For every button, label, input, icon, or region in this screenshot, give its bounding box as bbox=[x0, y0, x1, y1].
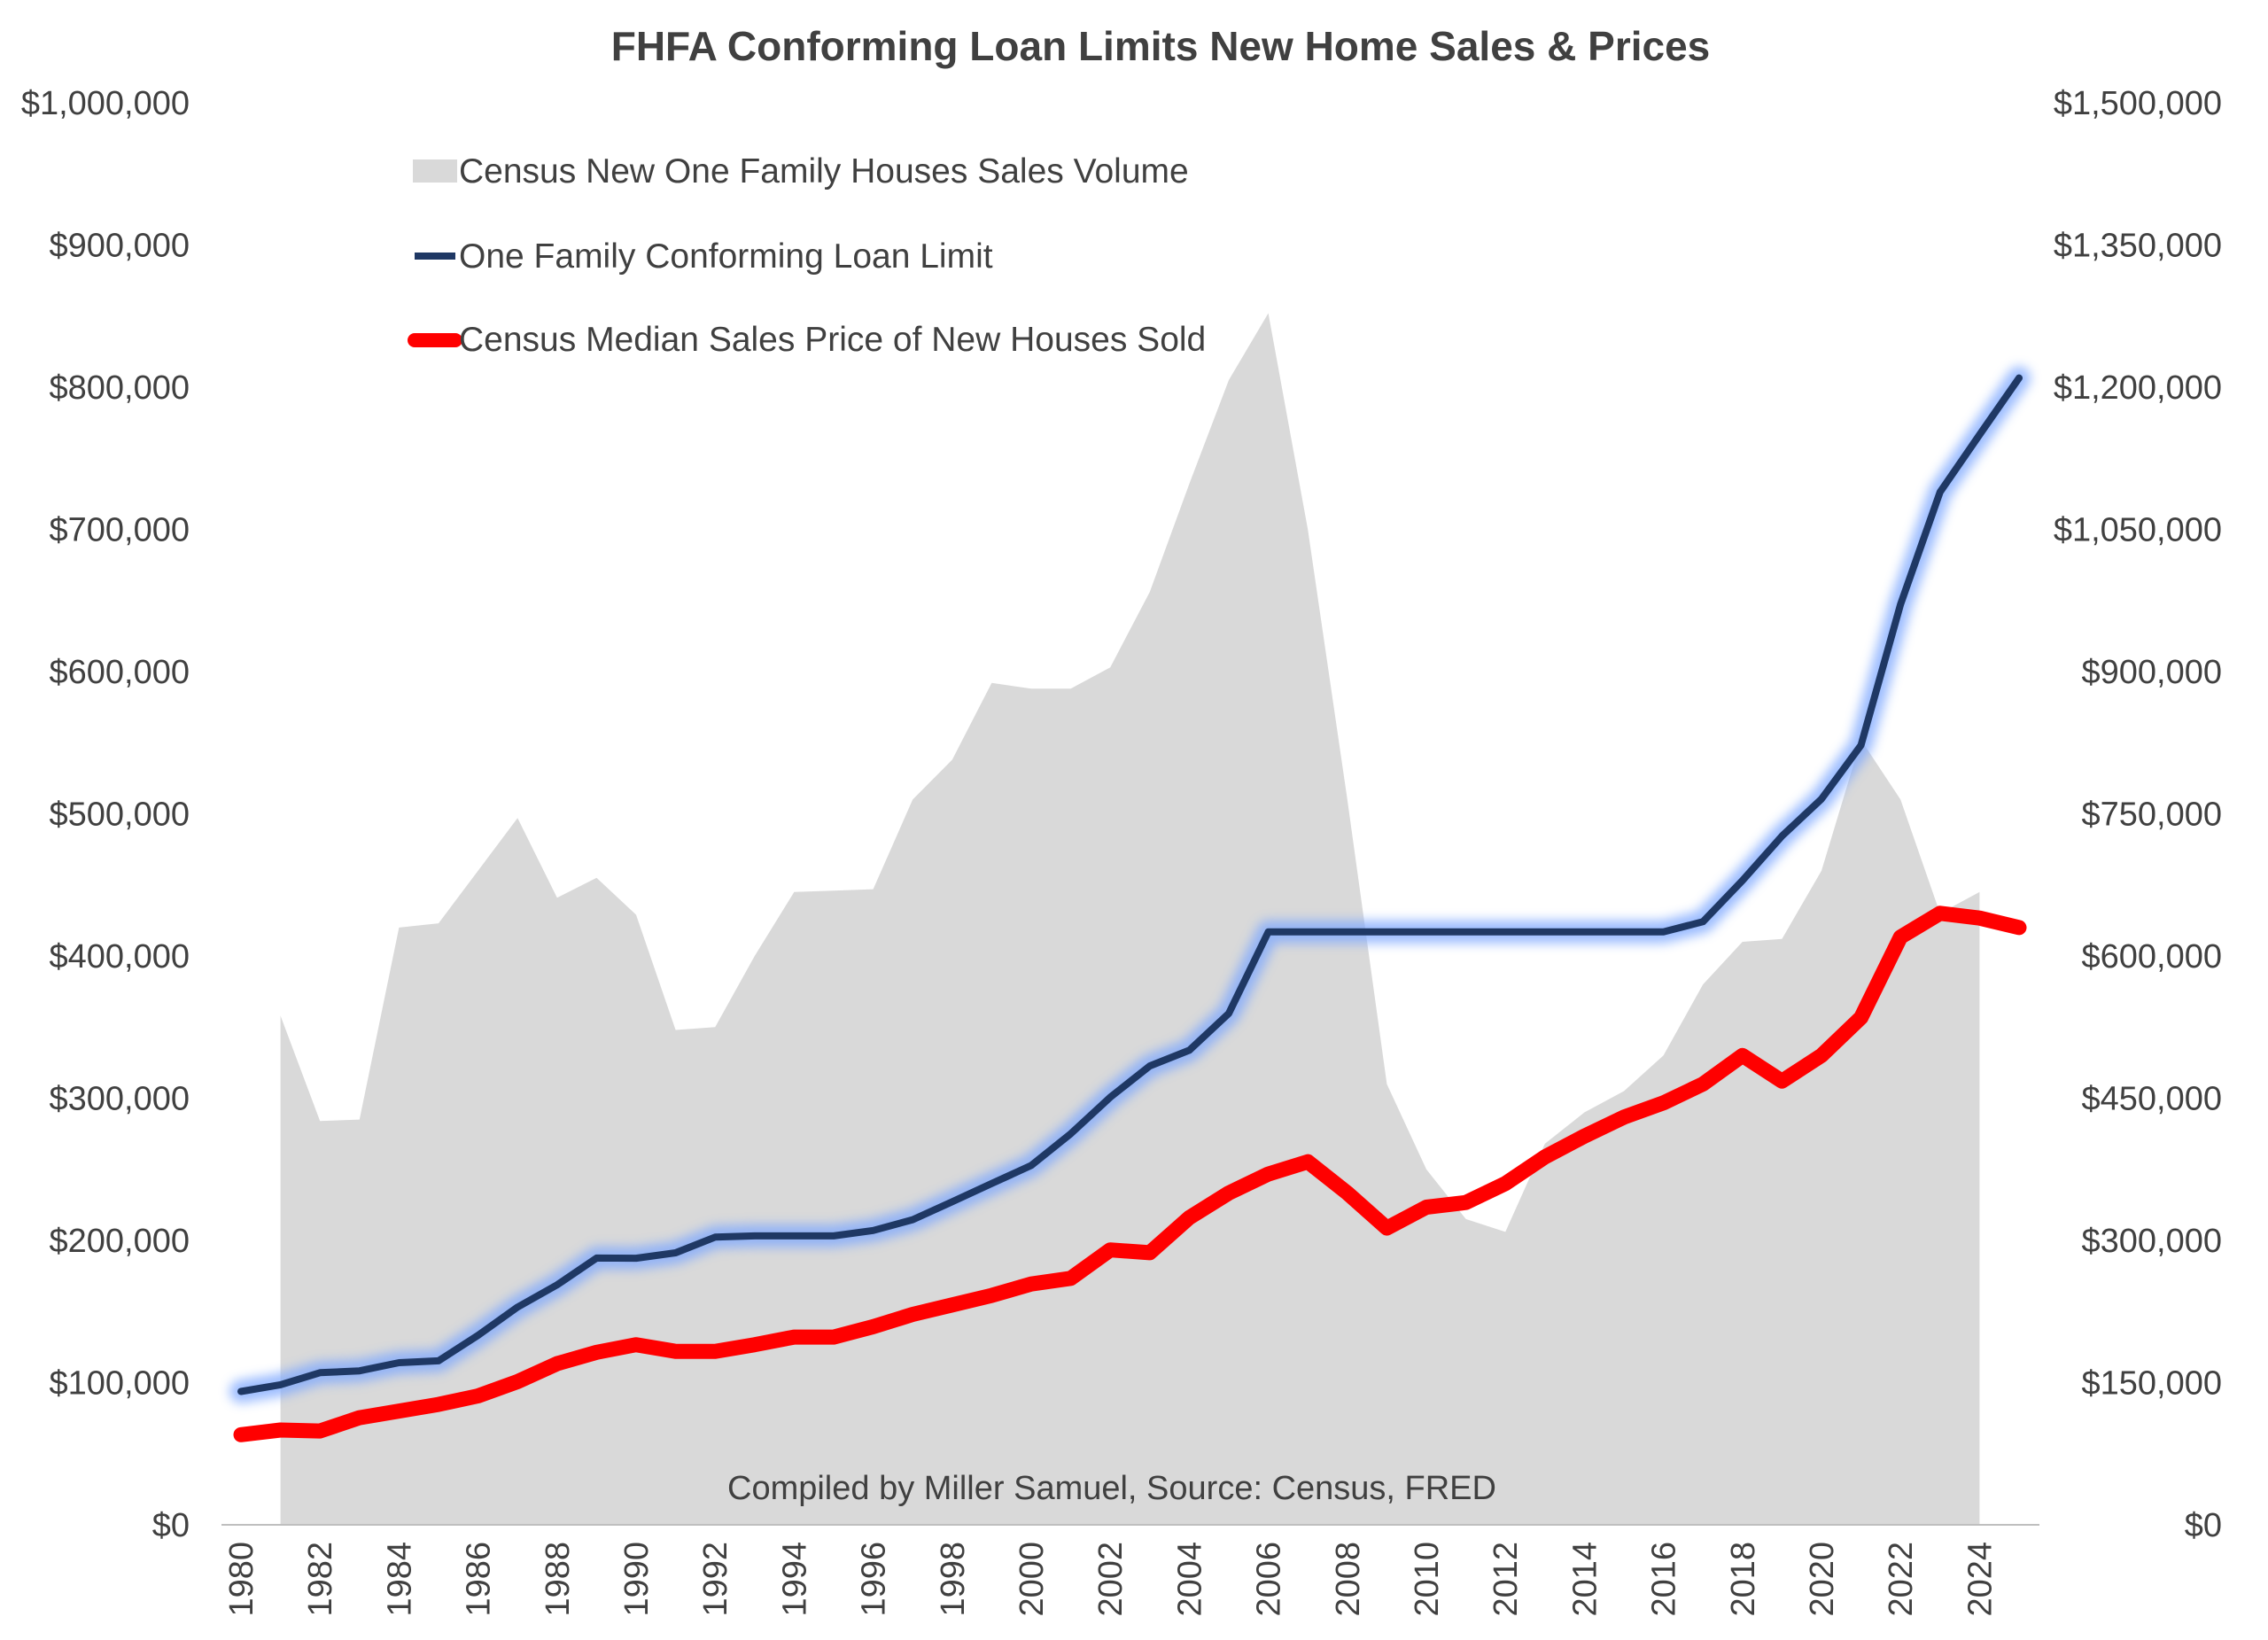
x-tick-label: 1992 bbox=[697, 1542, 734, 1617]
x-tick-label: 2004 bbox=[1171, 1542, 1208, 1617]
loan-limit-line bbox=[237, 374, 2023, 1395]
right-tick-label: $1,050,000 bbox=[2054, 512, 2222, 549]
x-tick-label: 1994 bbox=[776, 1542, 813, 1617]
legend-label-loan-limit: One Family Conforming Loan Limit bbox=[459, 237, 993, 276]
left-tick-label: $600,000 bbox=[50, 654, 190, 691]
left-tick-label: $500,000 bbox=[50, 797, 190, 834]
right-tick-label: $900,000 bbox=[2082, 654, 2223, 691]
x-tick-label: 1980 bbox=[223, 1542, 260, 1617]
right-tick-label: $450,000 bbox=[2082, 1081, 2223, 1118]
x-tick-label: 1982 bbox=[302, 1542, 339, 1617]
right-tick-label: $1,350,000 bbox=[2054, 228, 2222, 265]
right-tick-label: $600,000 bbox=[2082, 938, 2223, 975]
x-tick-label: 2016 bbox=[1646, 1542, 1683, 1617]
x-tick-label: 1996 bbox=[856, 1542, 893, 1617]
left-axis-ticks: $0 $100,000 $200,000 $300,000 $400,000 $500,0… bbox=[21, 85, 190, 1544]
x-tick-label: 2008 bbox=[1330, 1542, 1367, 1617]
right-tick-label: $150,000 bbox=[2082, 1365, 2223, 1403]
legend-label-median-price: Census Median Sales Price of New Houses … bbox=[459, 321, 1206, 359]
x-axis-ticks: 1980 1982 1984 1986 1988 1990 1992 1994 1996 1998… bbox=[223, 1542, 1999, 1617]
legend-item-median-price: Census Median Sales Price of New Houses … bbox=[408, 321, 1206, 359]
sales-volume-area-layer bbox=[280, 313, 1980, 1525]
left-tick-label: $800,000 bbox=[50, 369, 190, 407]
x-tick-label: 2022 bbox=[1883, 1542, 1920, 1617]
legend-item-sales-volume: Census New One Family Houses Sales Volum… bbox=[413, 152, 1189, 190]
median-price-line bbox=[233, 905, 2027, 1442]
x-tick-label: 2000 bbox=[1014, 1542, 1051, 1617]
left-tick-label: $0 bbox=[152, 1507, 190, 1544]
left-tick-label: $100,000 bbox=[50, 1365, 190, 1403]
left-tick-label: $900,000 bbox=[50, 228, 190, 265]
legend-item-loan-limit: One Family Conforming Loan Limit bbox=[415, 237, 993, 276]
left-tick-label: $700,000 bbox=[50, 512, 190, 549]
x-tick-label: 2010 bbox=[1409, 1542, 1446, 1617]
right-tick-label: $1,500,000 bbox=[2054, 85, 2222, 122]
right-axis-ticks: $0 $150,000 $300,000 $450,000 $600,000 $750,0… bbox=[2054, 85, 2222, 1544]
x-tick-label: 2012 bbox=[1487, 1542, 1525, 1617]
x-tick-label: 1986 bbox=[461, 1542, 498, 1617]
source-note: Compiled by Miller Samuel, Source: Censu… bbox=[727, 1470, 1496, 1507]
x-tick-label: 1988 bbox=[540, 1542, 577, 1617]
legend-swatch-sales-volume bbox=[413, 159, 457, 183]
legend: Census New One Family Houses Sales Volum… bbox=[408, 152, 1206, 359]
chart-title: FHFA Conforming Loan Limits New Home Sal… bbox=[611, 23, 1711, 69]
left-tick-label: $1,000,000 bbox=[21, 85, 190, 122]
x-tick-label: 1998 bbox=[935, 1542, 972, 1617]
right-tick-label: $1,200,000 bbox=[2054, 369, 2222, 407]
x-tick-label: 2006 bbox=[1251, 1542, 1288, 1617]
left-tick-label: $300,000 bbox=[50, 1081, 190, 1118]
right-tick-label: $0 bbox=[2185, 1507, 2222, 1544]
x-tick-label: 1984 bbox=[381, 1542, 418, 1617]
right-tick-label: $750,000 bbox=[2082, 797, 2223, 834]
x-tick-label: 2014 bbox=[1566, 1542, 1604, 1617]
x-tick-label: 2024 bbox=[1961, 1542, 1999, 1617]
x-tick-label: 2018 bbox=[1725, 1542, 1762, 1617]
x-tick-label: 1990 bbox=[618, 1542, 656, 1617]
legend-label-sales-volume: Census New One Family Houses Sales Volum… bbox=[459, 152, 1189, 190]
line-series-layer bbox=[229, 366, 2031, 1442]
x-tick-label: 2020 bbox=[1804, 1542, 1841, 1617]
right-tick-label: $300,000 bbox=[2082, 1223, 2223, 1260]
sales-volume-area bbox=[280, 313, 1980, 1525]
left-tick-label: $200,000 bbox=[50, 1223, 190, 1260]
left-tick-label: $400,000 bbox=[50, 938, 190, 975]
x-tick-label: 2002 bbox=[1092, 1542, 1130, 1617]
